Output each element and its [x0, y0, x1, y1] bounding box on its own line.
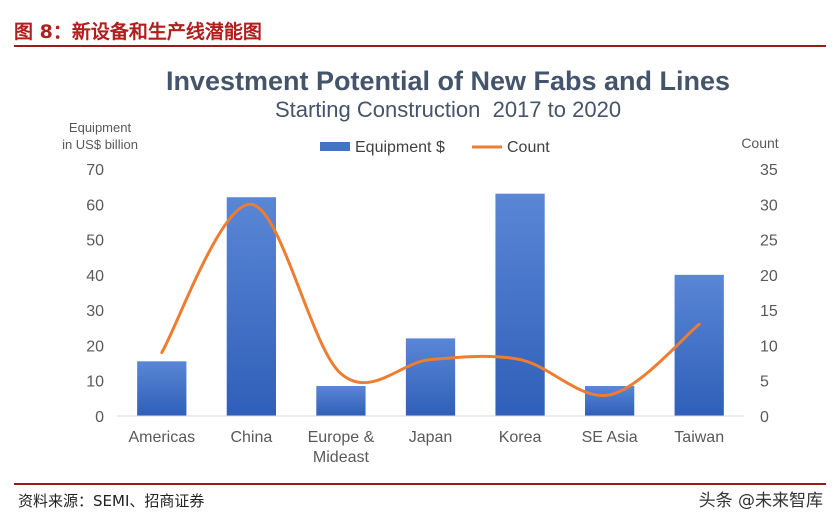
count-line [160, 202, 701, 397]
x-tick-label: Americas [128, 429, 195, 446]
y-tick-right-label: 20 [760, 268, 778, 285]
y-tick-left-label: 30 [86, 303, 104, 320]
x-tick-label: Korea [499, 429, 542, 446]
y-axis-left-label-line: in US$ billion [62, 137, 138, 152]
y-axis-right-label: Count [741, 135, 778, 151]
y-tick-right-label: 30 [760, 197, 778, 214]
x-axis-ticks: Americas China Europe & Mideast Japan Korea SE… [128, 429, 724, 466]
figure-caption: 图 8：新设备和生产线潜能图 [14, 21, 262, 43]
y-tick-right-label: 5 [760, 374, 769, 391]
bar-series [137, 193, 724, 416]
y-tick-right-label: 0 [760, 409, 769, 426]
y-tick-left-label: 70 [86, 162, 104, 179]
line-series [160, 202, 701, 397]
bar-americas [137, 361, 187, 416]
bar-china [226, 197, 276, 416]
x-tick-label: Europe & [308, 429, 375, 446]
y-tick-left-label: 20 [86, 338, 104, 355]
y-axis-right-ticks: 0 5 10 15 20 25 30 35 [760, 162, 778, 426]
bar-se-asia [585, 386, 635, 416]
x-tick-label: SE Asia [582, 429, 638, 446]
legend-swatch-equipment [320, 142, 350, 151]
legend-label-equipment: Equipment $ [355, 139, 445, 156]
watermark: 头条 @未来智库 [698, 491, 823, 511]
y-tick-left-label: 40 [86, 268, 104, 285]
x-tick-label: Mideast [313, 449, 370, 466]
chart-title: Investment Potential of New Fabs and Lin… [166, 66, 730, 96]
bar-taiwan [674, 274, 724, 416]
x-tick-label: Japan [409, 429, 453, 446]
y-tick-left-label: 10 [86, 374, 104, 391]
chart-legend: Equipment $ Count [320, 139, 550, 156]
bar-japan [405, 338, 456, 416]
chart-subtitle: Starting Construction 2017 to 2020 [275, 97, 621, 122]
y-tick-right-label: 15 [760, 303, 778, 320]
legend-label-count: Count [507, 139, 550, 156]
y-tick-left-label: 50 [86, 233, 104, 250]
y-tick-right-label: 10 [760, 338, 778, 355]
bottom-rule [14, 483, 826, 485]
y-tick-left-label: 60 [86, 197, 104, 214]
y-axis-left-ticks: 0 10 20 30 40 50 60 70 [86, 162, 104, 426]
y-axis-left-label-line: Equipment [69, 120, 132, 135]
top-rule [14, 45, 826, 47]
y-tick-left-label: 0 [95, 409, 104, 426]
source-note: 资料来源：SEMI、招商证券 [18, 492, 205, 510]
y-axis-left-label: Equipment in US$ billion [62, 120, 138, 152]
y-tick-right-label: 35 [760, 162, 778, 179]
x-tick-label: Taiwan [674, 429, 724, 446]
x-tick-label: China [230, 429, 272, 446]
bar-europe-mideast [316, 386, 366, 416]
y-tick-right-label: 25 [760, 233, 778, 250]
bar-korea [495, 193, 545, 416]
